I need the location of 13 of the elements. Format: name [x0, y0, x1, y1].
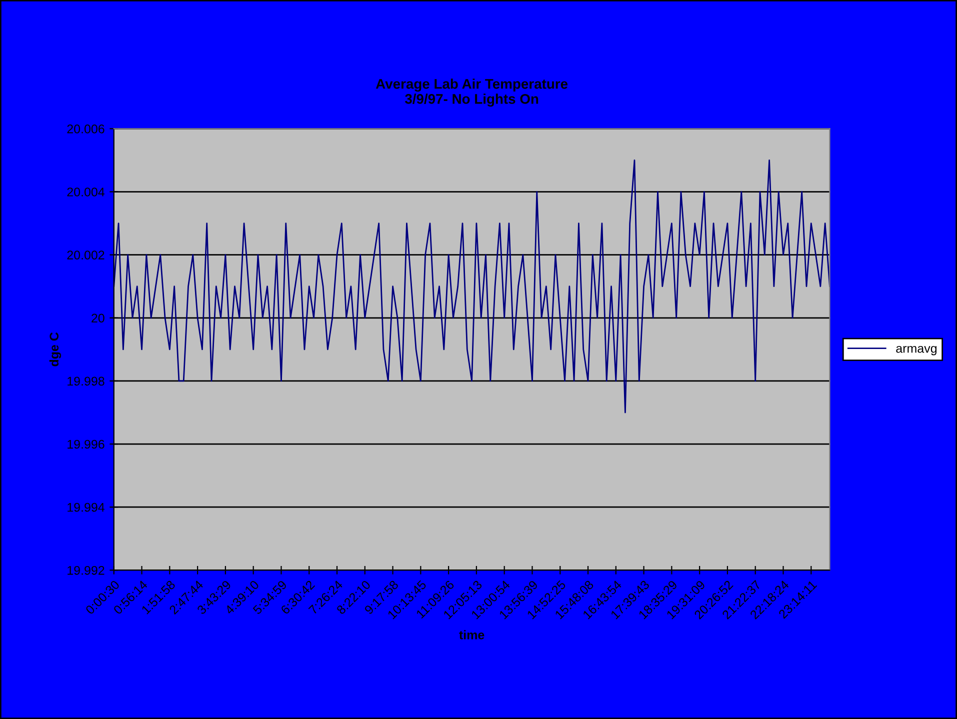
y-tick-label: 19.994 — [68, 502, 104, 512]
chart-title: Average Lab Air Temperature 3/9/97- No Lights On — [376, 78, 568, 107]
y-tick-label: 20 — [92, 314, 104, 323]
legend-label: armavg — [896, 346, 937, 356]
y-axis-title: dge C — [49, 332, 62, 366]
y-tick-label: 19.992 — [68, 566, 104, 575]
y-tick-label: 20.002 — [67, 250, 104, 260]
y-tick-label: 19.998 — [68, 376, 104, 386]
y-tick-label: 20.004 — [67, 188, 104, 196]
y-tick-label: 19.996 — [68, 440, 104, 449]
line-series — [114, 160, 830, 414]
x-axis-title: time — [459, 630, 484, 640]
y-tick-label: 20.006 — [67, 124, 104, 134]
